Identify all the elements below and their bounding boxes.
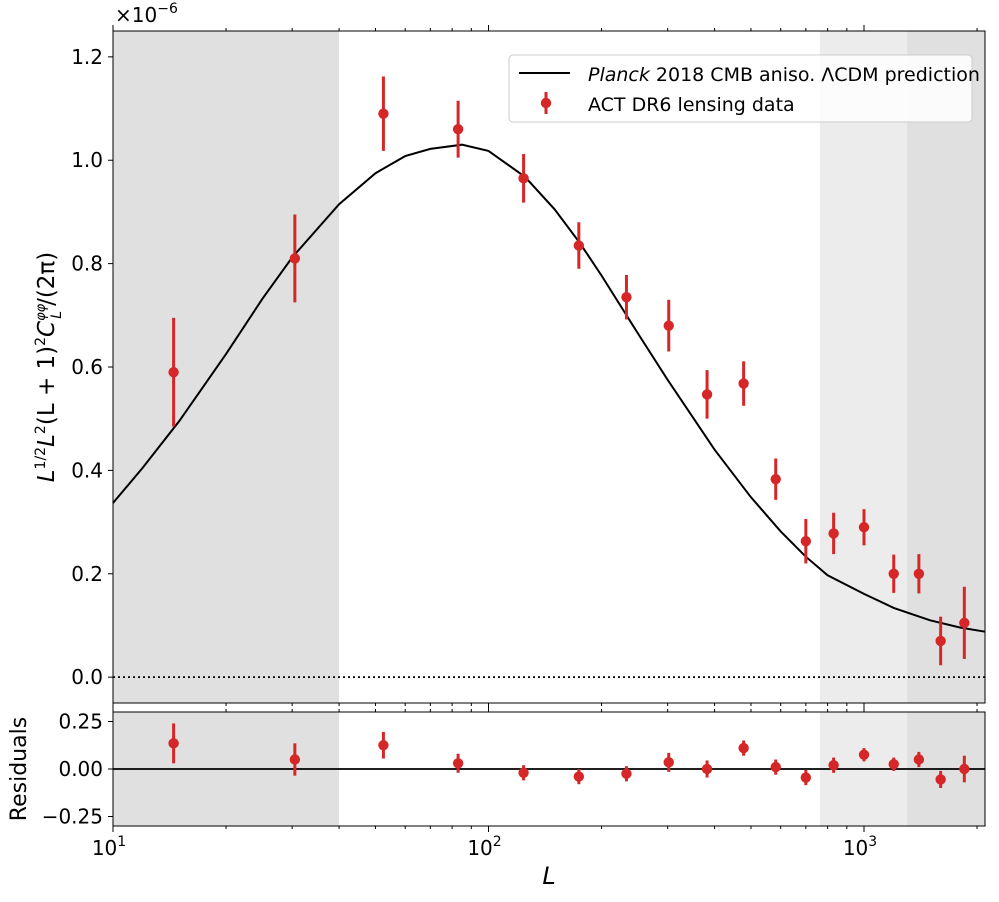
legend-marker-swatch — [540, 97, 552, 109]
main-data-point — [800, 536, 812, 547]
main-data-point — [935, 635, 946, 647]
main-data-point — [828, 528, 839, 539]
main-ytick-label: 1.0 — [71, 148, 103, 172]
residuals-data-point — [621, 768, 632, 779]
residuals-data-point — [378, 740, 389, 751]
residuals-data-point — [959, 763, 970, 775]
main-data-point — [959, 617, 970, 629]
main-data-point — [770, 473, 781, 485]
residuals-data-point — [168, 738, 179, 749]
residuals-data-point — [770, 761, 781, 773]
main-ytick-label: 0.6 — [71, 355, 103, 379]
main-shaded-region-2 — [906, 31, 985, 703]
main-data-point — [518, 173, 529, 184]
legend: Planck 2018 CMB aniso. ΛCDM prediction AC… — [508, 54, 980, 123]
main-data-point — [913, 568, 925, 579]
residuals-axis-label: Residuals — [7, 717, 32, 821]
residuals-plot-frame — [112, 711, 986, 827]
main-ytick-label: 0.2 — [71, 562, 103, 586]
main-data-point — [452, 124, 464, 135]
main-ytick-label: 0.0 — [71, 665, 103, 689]
residuals-data-point — [518, 767, 529, 778]
main-data-point — [621, 292, 632, 303]
main-data-point — [168, 366, 179, 378]
residuals-data-point — [452, 758, 464, 769]
main-data-point — [738, 378, 749, 389]
residuals-data-point — [701, 763, 713, 775]
main-data-point — [573, 240, 585, 251]
y-multiplier-label: ×10−6 — [115, 1, 178, 27]
x-tick-label: 102 — [467, 834, 501, 860]
residuals-data-point — [663, 757, 674, 768]
main-panel: 0.0 0.2 0.4 0.6 0.8 1.0 1.2 ×10−6 L1/2L2(L + 1)2… — [33, 1, 986, 709]
y-axis-label: L1/2L2(L + 1)2CφφL/(2π) — [33, 252, 65, 483]
legend-entry-data: ACT DR6 lensing data — [588, 94, 795, 116]
main-ytick-label: 0.8 — [71, 252, 103, 276]
main-ytick-label: 0.4 — [71, 458, 103, 482]
legend-entry-theory: Planck 2018 CMB aniso. ΛCDM prediction — [588, 64, 980, 86]
theory-curve — [112, 143, 986, 633]
residuals-data-point — [858, 749, 870, 760]
residuals-data-point — [573, 771, 585, 782]
residuals-data-point — [935, 774, 946, 785]
main-ytick-label: 1.2 — [71, 45, 103, 69]
main-shaded-region-1 — [819, 31, 907, 703]
main-data-point — [663, 320, 674, 331]
main-shaded-region-0 — [113, 31, 340, 703]
x-axis-label: L — [542, 862, 555, 890]
legend-box — [508, 54, 973, 123]
x-tick-label: 101 — [92, 834, 126, 860]
x-tick-label: 103 — [843, 834, 877, 860]
main-data-point — [289, 253, 301, 264]
residuals-data-point — [913, 754, 925, 765]
main-data-point — [701, 389, 713, 400]
residuals-data-point — [289, 754, 301, 765]
main-data-point — [858, 522, 870, 533]
residuals-ytick-label: −0.25 — [42, 805, 103, 829]
residuals-data-point — [738, 742, 749, 754]
main-data-point — [888, 568, 899, 579]
residuals-data-point — [800, 772, 812, 783]
residuals-ytick-label: 0.25 — [58, 710, 103, 734]
main-plot-frame — [112, 30, 986, 704]
residuals-ytick-label: 0.00 — [58, 757, 103, 781]
residuals-data-point — [828, 760, 839, 771]
main-data-point — [378, 108, 389, 119]
residuals-panel: 0.25 0.00 −0.25 101 102 103 L Residuals — [7, 706, 986, 890]
residuals-data-point — [888, 759, 899, 770]
